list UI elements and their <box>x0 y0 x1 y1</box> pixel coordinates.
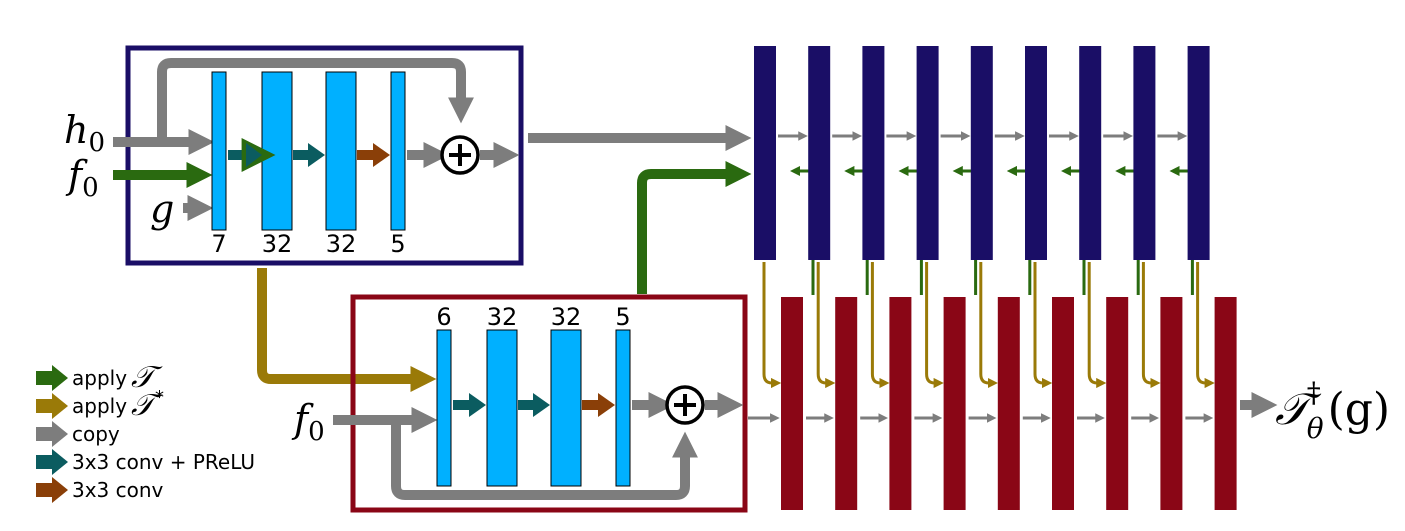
legend-swatch-shaft <box>36 399 52 413</box>
legend-swatch-shaft <box>36 371 52 385</box>
primal-iteration-block <box>971 46 993 260</box>
dual-conv-prelu-arrowhead-2 <box>533 393 550 417</box>
apply-T-star-arrow <box>818 262 826 383</box>
dual-iteration-block <box>1106 297 1128 510</box>
dual-iteration-block <box>944 297 966 510</box>
legend-swatch-shaft <box>36 427 52 441</box>
circled-plus-icon <box>442 137 478 173</box>
primal-iteration-block <box>1188 46 1210 260</box>
primal-layer-3 <box>326 72 356 230</box>
primal-channel-label-2: 32 <box>262 230 293 258</box>
apply-T-star-arrow <box>1198 262 1206 383</box>
primal-iteration-block <box>754 46 776 260</box>
apply-T-star-arrow <box>1143 262 1151 383</box>
legend-label: apply 𝒯* <box>72 387 164 423</box>
primal-layer-1 <box>212 72 226 230</box>
dual-channel-label-1: 6 <box>436 303 451 331</box>
circled-plus-icon <box>667 387 703 423</box>
dual-iteration-block <box>998 297 1020 510</box>
apply-T-star-arrow <box>981 262 989 383</box>
apply-T-star-arrow <box>1089 262 1097 383</box>
legend-arrow-icon <box>52 421 68 447</box>
dual-input-f-label: f0 <box>291 397 325 447</box>
dual-iteration-block <box>781 297 803 510</box>
dual-channel-label-3: 32 <box>551 303 582 331</box>
dual-iteration-block <box>835 297 857 510</box>
primal-iteration-block <box>862 46 884 260</box>
primal-layer-4 <box>391 72 405 230</box>
primal-iteration-block <box>1079 46 1101 260</box>
dual-conv-prelu-arrowhead-1 <box>469 393 486 417</box>
legend-arrow-icon <box>52 365 68 391</box>
primal-conv-prelu-arrowhead-1 <box>246 143 262 167</box>
apply-T-arrow-to-primal <box>642 174 728 294</box>
primal-iteration-block <box>917 46 939 260</box>
dual-iteration-block <box>889 297 911 510</box>
primal-input-h-label: h0 <box>64 108 105 158</box>
dual-conv-arrowhead <box>598 393 615 417</box>
primal-module: h0 f0 g 7 32 32 5 <box>64 48 521 263</box>
primal-channel-label-1: 7 <box>211 230 226 258</box>
output-label: 𝒯† θ(g) <box>1275 376 1390 445</box>
legend-label: copy <box>72 422 120 446</box>
primal-channel-label-3: 32 <box>326 230 357 258</box>
primal-input-g-label: g <box>150 187 174 231</box>
dual-module: f0 6 32 32 5 <box>291 297 745 510</box>
legend-label: 3x3 conv + PReLU <box>72 450 255 474</box>
dual-layer-1 <box>437 330 451 486</box>
legend-swatch-shaft <box>36 455 52 469</box>
dual-layer-4 <box>616 330 630 486</box>
primal-layer-2 <box>262 72 292 230</box>
apply-T-star-arrow <box>1035 262 1043 383</box>
legend-label: 3x3 conv <box>72 478 164 502</box>
primal-iteration-block <box>808 46 830 260</box>
legend-item: copy <box>36 421 120 447</box>
primal-input-f-label: f0 <box>65 153 99 203</box>
primal-channel-label-4: 5 <box>390 230 405 258</box>
legend-arrow-icon <box>52 449 68 475</box>
primal-conv-prelu-arrowhead-2 <box>308 143 325 167</box>
legend-item: 3x3 conv <box>36 477 164 503</box>
legend-item: apply 𝒯* <box>36 387 164 423</box>
dual-iteration-block <box>1052 297 1074 510</box>
legend-item: 3x3 conv + PReLU <box>36 449 255 475</box>
primal-conv-arrowhead <box>373 143 390 167</box>
apply-T-star-arrow <box>927 262 935 383</box>
legend-arrow-icon <box>52 393 68 419</box>
apply-T-star-arrow <box>764 262 772 383</box>
apply-T-star-arrow-to-dual <box>262 268 413 379</box>
dual-channel-label-2: 32 <box>487 303 518 331</box>
apply-T-star-arrow <box>872 262 880 383</box>
legend-swatch-shaft <box>36 483 52 497</box>
dual-iteration-block <box>1160 297 1182 510</box>
dual-layer-2 <box>487 330 517 486</box>
dual-channel-label-4: 5 <box>615 303 630 331</box>
dual-iteration-block <box>1215 297 1237 510</box>
dual-layer-3 <box>551 330 581 486</box>
unrolled-iterations <box>748 46 1237 510</box>
legend-arrow-icon <box>52 477 68 503</box>
primal-iteration-block <box>1133 46 1155 260</box>
primal-iteration-block <box>1025 46 1047 260</box>
primal-skip-connection-arrow <box>162 63 461 142</box>
